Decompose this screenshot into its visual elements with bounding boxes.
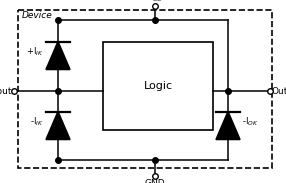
Polygon shape xyxy=(46,42,70,70)
Text: -I$_{IK}$: -I$_{IK}$ xyxy=(30,115,44,128)
Text: Device: Device xyxy=(22,11,53,20)
Text: Logic: Logic xyxy=(144,81,172,91)
Text: GND: GND xyxy=(145,179,165,183)
Text: Input: Input xyxy=(0,87,12,96)
FancyBboxPatch shape xyxy=(103,42,213,130)
Text: +I$_{IK}$: +I$_{IK}$ xyxy=(26,45,44,58)
Polygon shape xyxy=(216,111,240,139)
Text: Output: Output xyxy=(272,87,286,96)
Text: V$_{CC}$: V$_{CC}$ xyxy=(146,0,164,4)
Text: -I$_{OK}$: -I$_{OK}$ xyxy=(242,115,259,128)
Polygon shape xyxy=(46,111,70,139)
